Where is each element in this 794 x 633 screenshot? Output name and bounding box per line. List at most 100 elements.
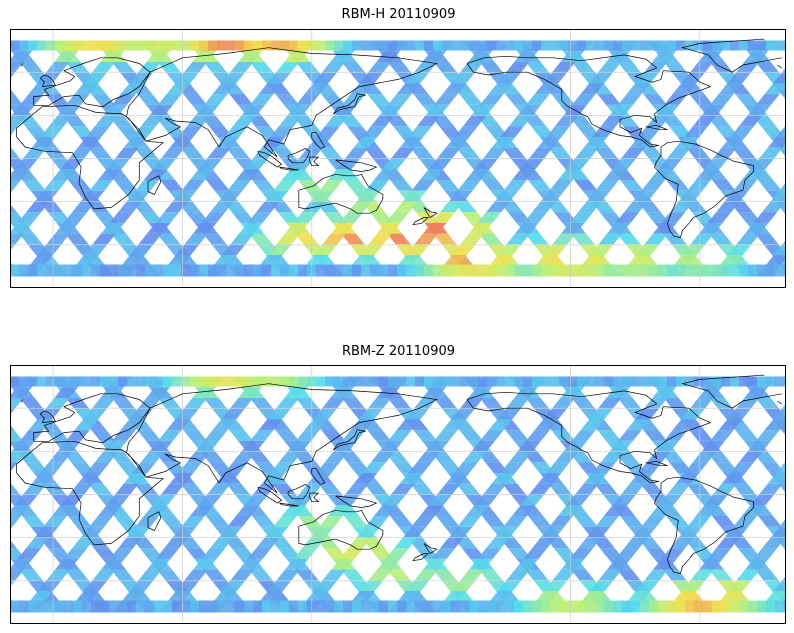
swath-segment <box>203 398 228 409</box>
swath-segment <box>730 126 754 137</box>
swath-segment <box>433 398 458 409</box>
swath-segment <box>227 180 251 191</box>
polar-swath-cell <box>343 600 353 613</box>
swath-segment <box>92 233 116 245</box>
polar-swath-cell <box>163 376 173 387</box>
swath-segment <box>691 212 716 223</box>
swath-segment <box>635 244 660 255</box>
swath-segment <box>66 430 90 441</box>
coastline <box>681 374 782 409</box>
swath-segment <box>433 569 457 581</box>
swath-segment <box>10 126 18 137</box>
swath-segment <box>537 137 562 148</box>
swath-segment <box>595 180 619 191</box>
polar-swath-cell <box>127 376 137 387</box>
swath-segment <box>83 72 107 84</box>
swath-segment <box>440 201 464 213</box>
swath-segment <box>733 180 757 191</box>
swath-segment <box>408 126 432 137</box>
swath-segment <box>295 233 319 245</box>
polar-swath-cell <box>658 376 668 387</box>
polar-swath-cell <box>667 600 677 613</box>
swath-segment <box>413 62 438 73</box>
swath-segment <box>284 387 308 398</box>
swath-segment <box>405 580 430 591</box>
swath-segment <box>529 147 553 159</box>
swath-segment <box>571 233 595 245</box>
polar-swath-cell <box>658 600 668 613</box>
swath-segment <box>316 126 340 137</box>
coastline <box>654 476 755 575</box>
swath-segment <box>431 212 456 223</box>
swath-segment <box>755 398 780 409</box>
swath-segment <box>63 212 88 223</box>
polar-swath-cell <box>10 40 20 51</box>
swath-segment <box>615 548 640 559</box>
swath-segment <box>250 430 274 441</box>
polar-swath-cell <box>334 40 344 51</box>
polar-swath-cell <box>487 40 497 51</box>
swath-segment <box>511 169 536 180</box>
swath-segment <box>391 147 415 159</box>
swath-segment <box>203 233 227 245</box>
swath-segment <box>520 494 545 506</box>
swath-segment <box>118 201 142 213</box>
swath-segment <box>390 180 414 191</box>
polar-swath-cell <box>397 40 407 51</box>
polar-swath-cell <box>280 600 290 613</box>
polar-swath-cell <box>10 376 20 387</box>
polar-swath-cell <box>478 376 488 387</box>
swath-segment <box>713 483 737 495</box>
polar-swath-cell <box>19 264 29 277</box>
swath-segment <box>10 516 21 527</box>
polar-swath-cell <box>739 264 749 277</box>
swath-segment <box>65 62 90 73</box>
polar-swath-cell <box>262 376 272 387</box>
swath-segment <box>507 548 532 559</box>
polar-swath-cell <box>694 600 704 613</box>
swath-segment <box>554 115 579 127</box>
polar-swath-cell <box>100 600 110 613</box>
polar-swath-cell <box>559 600 569 613</box>
swath-segment <box>111 398 136 409</box>
swath-segment <box>29 591 53 602</box>
swath-segment <box>324 115 349 127</box>
polar-swath-cell <box>469 376 479 387</box>
swath-segment <box>459 94 483 105</box>
polar-swath-cell <box>604 40 614 51</box>
swath-segment <box>553 548 578 559</box>
swath-segment <box>640 147 664 159</box>
swath-segment <box>578 201 602 213</box>
swath-segment <box>299 483 323 495</box>
swath-segment <box>511 505 536 516</box>
swath-segment <box>652 387 676 398</box>
swath-segment <box>296 430 320 441</box>
polar-swath-cell <box>433 264 443 277</box>
polar-swath-cell <box>352 40 362 51</box>
polar-swath-cell <box>136 376 146 387</box>
swath-segment <box>17 212 42 223</box>
polar-swath-cell <box>316 600 326 613</box>
coastline <box>39 74 56 87</box>
swath-segment <box>299 147 323 159</box>
polar-swath-cell <box>100 40 110 51</box>
swath-segment <box>773 580 786 591</box>
swath-segment <box>93 212 118 223</box>
polar-swath-cell <box>190 600 200 613</box>
polar-swath-cell <box>208 600 218 613</box>
swath-segment <box>276 569 300 581</box>
swath-segment <box>42 147 66 159</box>
polar-swath-cell <box>460 40 470 51</box>
swath-segment <box>635 72 659 84</box>
swath-segment <box>497 72 521 84</box>
swath-segment <box>247 212 272 223</box>
polar-swath-cell <box>631 376 641 387</box>
swath-segment <box>718 419 743 431</box>
swath-segment <box>60 494 85 506</box>
swath-layer <box>10 376 786 613</box>
polar-swath-cell <box>253 600 263 613</box>
polar-swath-cell <box>433 40 443 51</box>
swath-segment <box>204 430 228 441</box>
swath-segment <box>229 398 254 409</box>
polar-swath-cell <box>496 40 506 51</box>
